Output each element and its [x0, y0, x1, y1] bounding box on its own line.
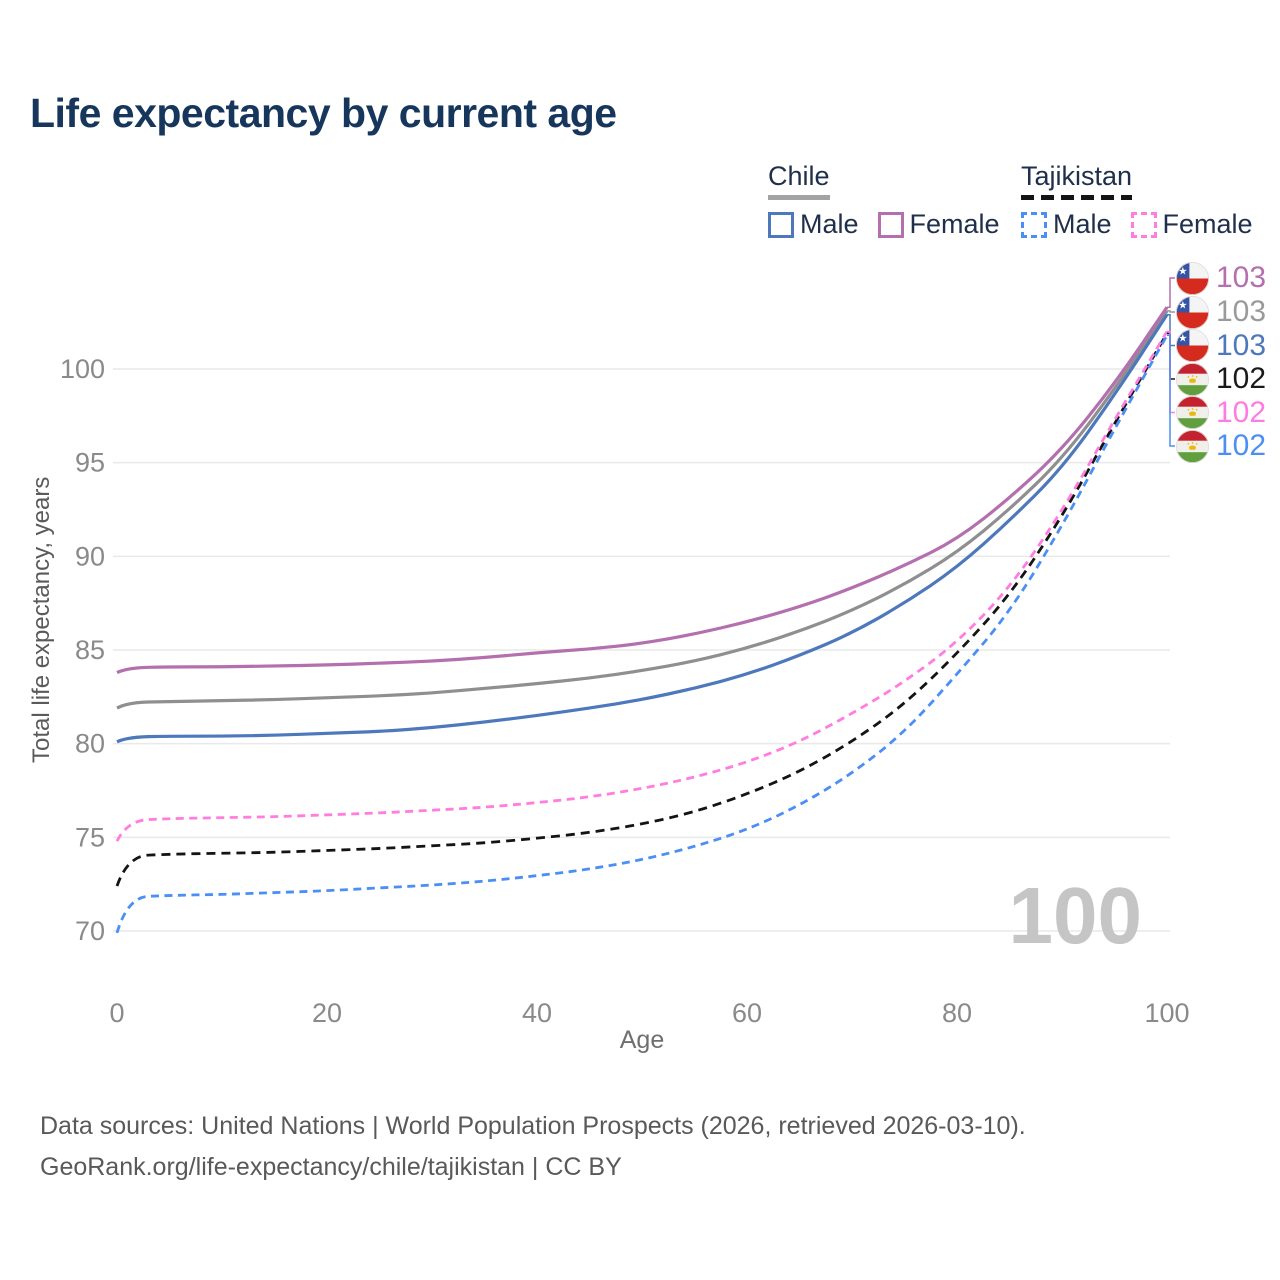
footer: Data sources: United Nations | World Pop… — [40, 1106, 1026, 1188]
footer-sources: Data sources: United Nations | World Pop… — [40, 1112, 1026, 1140]
end-label-row-chile-female: ★ 103 — [1176, 261, 1266, 295]
legend-group-tajikistan: Tajikistan Male Female — [1021, 161, 1253, 240]
leader-line-chile-male — [1167, 313, 1175, 347]
legend-country-chile[interactable]: Chile — [768, 161, 830, 191]
end-value: 103 — [1216, 261, 1267, 294]
leader-line-tajikistan-male — [1167, 334, 1175, 447]
series-line-chile-male — [116, 313, 1169, 744]
y-tick-label: 95 — [75, 448, 105, 478]
legend-swatch-chile-male[interactable] — [768, 211, 794, 238]
tajikistan-flag-icon — [1176, 429, 1209, 463]
end-label-row-tajikistan-total: 102 — [1176, 362, 1266, 396]
y-tick-label: 70 — [75, 916, 105, 946]
x-axis-title: Age — [620, 1026, 664, 1054]
y-tick-label: 80 — [75, 729, 105, 759]
y-tick-label: 75 — [75, 822, 105, 852]
svg-text:★: ★ — [1178, 266, 1187, 277]
legend-label-chile-male[interactable]: Male — [800, 209, 859, 239]
leader-line-tajikistan-female — [1167, 330, 1175, 414]
x-tick-label: 80 — [942, 998, 972, 1028]
legend-country-tajikistan[interactable]: Tajikistan — [1021, 161, 1133, 191]
legend-underline-dashed — [1021, 195, 1133, 200]
legend-group-chile: Chile Male Female — [768, 161, 1000, 240]
end-value: 102 — [1216, 395, 1267, 429]
svg-text:★: ★ — [1178, 300, 1187, 311]
end-label-row-chile-male: ★ 103 — [1176, 329, 1266, 363]
series-line-tajikistan-total — [115, 332, 1169, 887]
gridlines — [113, 368, 1170, 932]
end-label-row-tajikistan-male: 102 — [1176, 429, 1266, 463]
tajikistan-flag-icon — [1176, 396, 1209, 429]
footer-attribution: GeoRank.org/life-expectancy/chile/tajiki… — [40, 1153, 622, 1181]
legend-swatch-tajikistan-male[interactable] — [1021, 211, 1047, 238]
x-tick-label: 40 — [522, 998, 552, 1028]
leader-line-chile-female — [1167, 277, 1175, 308]
end-label-row-chile-total: ★ 103 — [1176, 295, 1266, 329]
x-tick-label: 0 — [109, 998, 124, 1028]
end-value: 102 — [1216, 362, 1267, 395]
series-line-chile-female — [116, 306, 1169, 674]
end-value: 103 — [1216, 328, 1267, 362]
end-value: 103 — [1216, 295, 1267, 328]
y-tick-label: 100 — [60, 354, 105, 384]
age-watermark: 100 — [1009, 871, 1142, 960]
legend-label-tajikistan-female[interactable]: Female — [1162, 209, 1253, 239]
legend-swatch-chile-female[interactable] — [877, 211, 904, 238]
tajikistan-flag-icon — [1176, 362, 1209, 396]
y-axis-title: Total life expectancy, years — [28, 476, 55, 764]
end-value: 102 — [1216, 429, 1267, 462]
axis-labels: 70 75 80 85 90 95 100 0 20 40 60 80 100 Age — [60, 354, 1190, 1054]
chile-flag-icon: ★ — [1176, 295, 1209, 329]
series-line-tajikistan-female — [115, 330, 1169, 842]
legend-label-tajikistan-male[interactable]: Male — [1053, 209, 1112, 239]
legend-underline-solid — [768, 195, 830, 200]
x-tick-label: 20 — [312, 998, 342, 1028]
page-title: Life expectancy by current age — [30, 90, 617, 136]
series-line-tajikistan-male — [115, 334, 1169, 934]
leader-line-chile-total — [1167, 310, 1175, 313]
chile-flag-icon: ★ — [1176, 329, 1209, 362]
svg-text:★: ★ — [1178, 333, 1187, 344]
y-tick-label: 90 — [75, 541, 105, 571]
line-chart-canvas: 100 70 75 80 85 90 95 100 0 20 40 60 80 100 Age — [60, 277, 1190, 1054]
legend-swatch-tajikistan-female[interactable] — [1130, 211, 1157, 238]
chile-flag-icon: ★ — [1176, 261, 1209, 295]
series-line-chile-total — [116, 310, 1169, 710]
legend-label-chile-female[interactable]: Female — [909, 209, 1000, 239]
leader-line-tajikistan-total — [1167, 332, 1175, 380]
y-tick-label: 85 — [75, 635, 105, 665]
x-tick-label: 60 — [732, 998, 762, 1028]
x-tick-label: 100 — [1144, 998, 1189, 1028]
series-lines — [115, 277, 1175, 934]
end-label-row-tajikistan-female: 102 — [1176, 396, 1266, 430]
